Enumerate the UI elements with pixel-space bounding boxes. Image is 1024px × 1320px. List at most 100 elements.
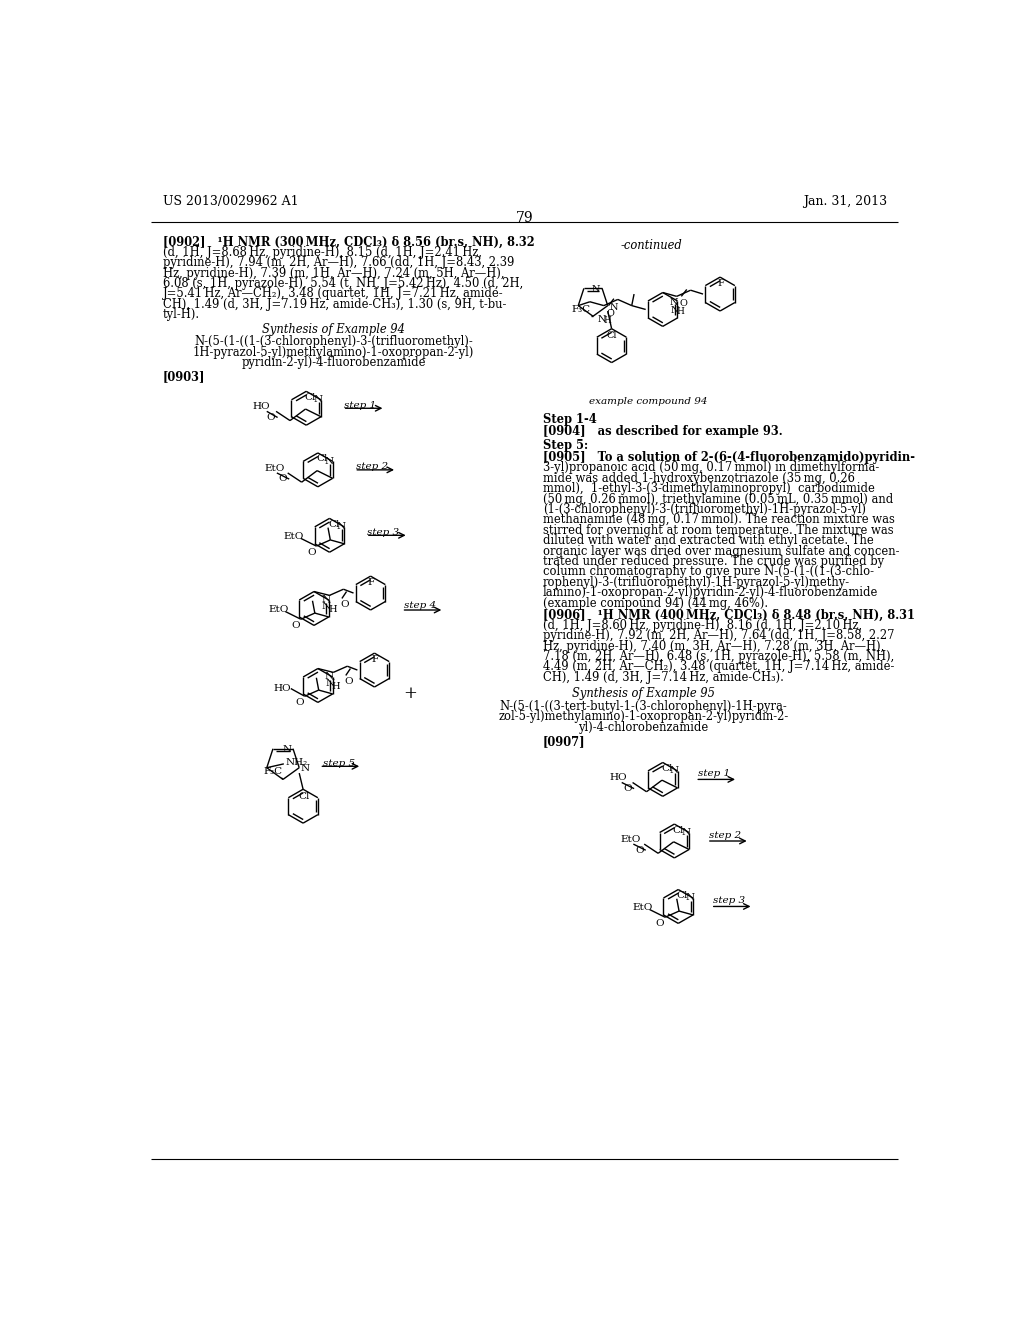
Text: N: N xyxy=(325,672,334,681)
Text: Step 5:: Step 5: xyxy=(543,438,588,451)
Text: (1-(3-chlorophenyl)-3-(trifluoromethyl)-1H-pyrazol-5-yl): (1-(3-chlorophenyl)-3-(trifluoromethyl)-… xyxy=(543,503,865,516)
Text: Cl: Cl xyxy=(677,891,688,900)
Text: N: N xyxy=(670,767,679,775)
Text: zol-5-yl)methylamino)-1-oxopropan-2-yl)pyridin-2-: zol-5-yl)methylamino)-1-oxopropan-2-yl)p… xyxy=(499,710,788,723)
Text: N: N xyxy=(326,678,335,688)
Text: EtO: EtO xyxy=(633,903,653,912)
Text: 6.08 (s, 1H, pyrazole-H), 5.54 (t, NH, J=5.42 Hz), 4.50 (d, 2H,: 6.08 (s, 1H, pyrazole-H), 5.54 (t, NH, J… xyxy=(163,277,523,290)
Text: N: N xyxy=(337,523,346,531)
Text: trated under reduced pressure. The crude was purified by: trated under reduced pressure. The crude… xyxy=(543,554,884,568)
Text: +: + xyxy=(403,685,417,702)
Text: HO: HO xyxy=(609,774,627,783)
Text: step 3: step 3 xyxy=(368,528,399,537)
Text: O: O xyxy=(635,846,643,854)
Text: Jan. 31, 2013: Jan. 31, 2013 xyxy=(803,195,887,209)
Text: O: O xyxy=(655,919,665,928)
Text: O: O xyxy=(279,474,287,483)
Text: CH), 1.49 (d, 3H, J=7.19 Hz, amide-CH₃), 1.30 (s, 9H, t-bu-: CH), 1.49 (d, 3H, J=7.19 Hz, amide-CH₃),… xyxy=(163,298,506,310)
Text: 7.18 (m, 2H, Ar—H), 6.48 (s, 1H, pyrazole-H), 5.58 (m, NH),: 7.18 (m, 2H, Ar—H), 6.48 (s, 1H, pyrazol… xyxy=(543,649,894,663)
Text: HO: HO xyxy=(273,684,292,693)
Text: F: F xyxy=(372,656,379,664)
Text: EtO: EtO xyxy=(268,606,289,614)
Text: Synthesis of Example 94: Synthesis of Example 94 xyxy=(262,323,404,337)
Text: mmol),  1-ethyl-3-(3-dimethylaminopropyl)  carbodiimide: mmol), 1-ethyl-3-(3-dimethylaminopropyl)… xyxy=(543,482,874,495)
Text: example compound 94: example compound 94 xyxy=(589,397,708,407)
Text: [0902]   ¹H NMR (300 MHz, CDCl₃) δ 8.56 (br.s, NH), 8.32: [0902] ¹H NMR (300 MHz, CDCl₃) δ 8.56 (b… xyxy=(163,235,535,248)
Text: US 2013/0029962 A1: US 2013/0029962 A1 xyxy=(163,195,299,209)
Text: (example compound 94) (44 mg, 46%).: (example compound 94) (44 mg, 46%). xyxy=(543,597,768,610)
Text: F₃C: F₃C xyxy=(571,305,591,314)
Text: N: N xyxy=(301,764,310,772)
Text: 3-yl)propanoic acid (50 mg, 0.17 mmol) in dimethylforma-: 3-yl)propanoic acid (50 mg, 0.17 mmol) i… xyxy=(543,462,879,474)
Text: Cl: Cl xyxy=(316,454,328,463)
Text: organic layer was dried over magnesium sulfate and concen-: organic layer was dried over magnesium s… xyxy=(543,545,899,557)
Text: lamino)-1-oxopropan-2-yl)pyridin-2-yl)-4-fluorobenzamide: lamino)-1-oxopropan-2-yl)pyridin-2-yl)-4… xyxy=(543,586,878,599)
Text: pyridine-H), 7.94 (m, 2H, Ar—H), 7.66 (dd, 1H, J=8.43, 2.39: pyridine-H), 7.94 (m, 2H, Ar—H), 7.66 (d… xyxy=(163,256,514,269)
Text: F₃C: F₃C xyxy=(263,767,283,776)
Text: N: N xyxy=(313,395,323,404)
Text: tyl-H).: tyl-H). xyxy=(163,308,200,321)
Text: Hz, pyridine-H), 7.39 (m, 1H, Ar—H), 7.24 (m, 5H, Ar—H),: Hz, pyridine-H), 7.39 (m, 1H, Ar—H), 7.2… xyxy=(163,267,505,280)
Text: step 3: step 3 xyxy=(713,896,745,906)
Text: step 5: step 5 xyxy=(324,759,355,768)
Text: Synthesis of Example 95: Synthesis of Example 95 xyxy=(571,688,715,701)
Text: step 1: step 1 xyxy=(697,770,730,779)
Text: diluted with water and extracted with ethyl acetate. The: diluted with water and extracted with et… xyxy=(543,535,873,548)
Text: step 1: step 1 xyxy=(344,400,377,409)
Text: step 2: step 2 xyxy=(710,832,741,840)
Text: N: N xyxy=(322,602,331,611)
Text: N: N xyxy=(681,828,690,837)
Text: methanamine (48 mg, 0.17 mmol). The reaction mixture was: methanamine (48 mg, 0.17 mmol). The reac… xyxy=(543,513,895,527)
Text: stirred for overnight at room temperature. The mixture was: stirred for overnight at room temperatur… xyxy=(543,524,893,537)
Text: Cl: Cl xyxy=(305,393,316,401)
Text: pyridine-H), 7.92 (m, 2H, Ar—H), 7.64 (dd, 1H, J=8.58, 2.27: pyridine-H), 7.92 (m, 2H, Ar—H), 7.64 (d… xyxy=(543,630,894,643)
Text: Cl: Cl xyxy=(662,764,673,774)
Text: N-(5-(1-((1-(3-chlorophenyl)-3-(trifluoromethyl)-: N-(5-(1-((1-(3-chlorophenyl)-3-(trifluor… xyxy=(194,335,473,348)
Text: -continued: -continued xyxy=(621,239,682,252)
Text: N: N xyxy=(321,595,330,605)
Text: F: F xyxy=(717,280,724,289)
Text: N: N xyxy=(685,894,694,903)
Text: N: N xyxy=(671,306,679,314)
Text: N: N xyxy=(591,285,600,294)
Text: mide was added 1-hydroxybenzotriazole (35 mg, 0.26: mide was added 1-hydroxybenzotriazole (3… xyxy=(543,471,854,484)
Text: (d, 1H, J=8.60 Hz, pyridine-H), 8.16 (d, 1H, J=2.10 Hz,: (d, 1H, J=8.60 Hz, pyridine-H), 8.16 (d,… xyxy=(543,619,862,632)
Text: H: H xyxy=(332,681,340,690)
Text: pyridin-2-yl)-4-fluorobenzamide: pyridin-2-yl)-4-fluorobenzamide xyxy=(241,356,426,370)
Text: J=5.41 Hz, Ar—CH₂), 3.48 (quartet, 1H, J=7.21 Hz, amide-: J=5.41 Hz, Ar—CH₂), 3.48 (quartet, 1H, J… xyxy=(163,288,504,301)
Text: N: N xyxy=(325,457,334,466)
Text: 79: 79 xyxy=(516,211,534,224)
Text: O: O xyxy=(307,548,315,557)
Text: H: H xyxy=(677,308,685,317)
Text: N: N xyxy=(609,302,617,312)
Text: EtO: EtO xyxy=(284,532,304,541)
Text: EtO: EtO xyxy=(264,463,285,473)
Text: 4.49 (m, 2H, Ar—CH₂), 3.48 (quartet, 1H, J=7.14 Hz, amide-: 4.49 (m, 2H, Ar—CH₂), 3.48 (quartet, 1H,… xyxy=(543,660,894,673)
Text: yl)-4-chlorobenzamide: yl)-4-chlorobenzamide xyxy=(579,721,709,734)
Text: step 2: step 2 xyxy=(356,462,388,471)
Text: [0903]: [0903] xyxy=(163,370,206,383)
Text: rophenyl)-3-(trifluoromethyl)-1H-pyrazol-5-yl)methy-: rophenyl)-3-(trifluoromethyl)-1H-pyrazol… xyxy=(543,576,850,589)
Text: O: O xyxy=(344,677,353,686)
Text: O: O xyxy=(624,784,632,793)
Text: O: O xyxy=(267,413,275,422)
Text: Cl: Cl xyxy=(328,520,339,529)
Text: Cl: Cl xyxy=(298,792,310,800)
Text: O: O xyxy=(607,309,614,318)
Text: HO: HO xyxy=(253,403,270,411)
Text: O: O xyxy=(340,601,349,609)
Text: (50 mg, 0.26 mmol), triethylamine (0.05 mL, 0.35 mmol) and: (50 mg, 0.26 mmol), triethylamine (0.05 … xyxy=(543,492,893,506)
Text: N-(5-(1-((3-tert-butyl-1-(3-chlorophenyl)-1H-pyra-: N-(5-(1-((3-tert-butyl-1-(3-chlorophenyl… xyxy=(500,700,787,713)
Text: H: H xyxy=(604,317,611,326)
Text: [0904]   as described for example 93.: [0904] as described for example 93. xyxy=(543,425,782,438)
Text: Cl: Cl xyxy=(607,331,617,341)
Text: F: F xyxy=(368,578,375,587)
Text: O: O xyxy=(680,300,688,309)
Text: Hz, pyridine-H), 7.40 (m, 3H, Ar—H), 7.28 (m, 3H, Ar—H),: Hz, pyridine-H), 7.40 (m, 3H, Ar—H), 7.2… xyxy=(543,640,884,652)
Text: (d, 1H, J=8.68 Hz, pyridine-H), 8.15 (d, 1H, J=2.41 Hz,: (d, 1H, J=8.68 Hz, pyridine-H), 8.15 (d,… xyxy=(163,246,482,259)
Text: NH₂: NH₂ xyxy=(286,758,307,767)
Text: Cl: Cl xyxy=(673,825,684,834)
Text: 1H-pyrazol-5-yl)methylamino)-1-oxopropan-2-yl): 1H-pyrazol-5-yl)methylamino)-1-oxopropan… xyxy=(193,346,474,359)
Text: O: O xyxy=(296,698,304,706)
Text: O: O xyxy=(292,620,300,630)
